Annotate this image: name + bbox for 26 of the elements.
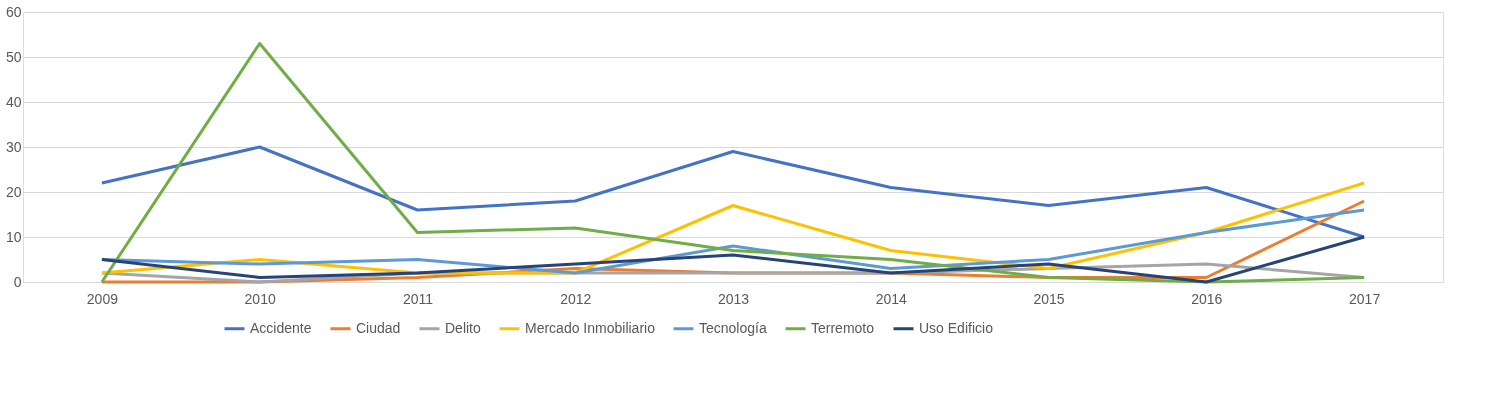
legend-label: Accidente bbox=[250, 319, 312, 336]
y-tick-label: 50 bbox=[5, 48, 22, 65]
x-tick-label: 2017 bbox=[1349, 290, 1381, 307]
y-tick-label: 30 bbox=[5, 138, 22, 155]
x-tick-label: 2013 bbox=[717, 290, 750, 307]
legend-label: Uso Edificio bbox=[919, 319, 994, 336]
x-tick-label: 2010 bbox=[244, 290, 276, 307]
x-tick-label: 2014 bbox=[875, 290, 908, 307]
y-tick-label: 60 bbox=[5, 3, 22, 20]
y-tick-label: 40 bbox=[5, 93, 22, 110]
legend-label: Ciudad bbox=[356, 319, 401, 336]
line-series bbox=[100, 42, 1366, 284]
line-series bbox=[100, 145, 1366, 239]
x-tick-label: 2009 bbox=[86, 290, 119, 307]
x-tick-label: 2016 bbox=[1191, 290, 1223, 307]
x-tick-label: 2011 bbox=[402, 290, 434, 307]
x-tick-label: 2012 bbox=[560, 290, 592, 307]
y-tick-label: 0 bbox=[13, 273, 22, 290]
legend-label: Delito bbox=[445, 319, 482, 336]
legend-label: Mercado Inmobiliario bbox=[525, 319, 656, 336]
legend-label: Tecnología bbox=[699, 319, 767, 336]
y-tick-label: 20 bbox=[5, 183, 22, 200]
x-tick-label: 2015 bbox=[1033, 290, 1065, 307]
legend-label: Terremoto bbox=[811, 319, 875, 336]
line-series bbox=[100, 235, 1366, 284]
y-tick-label: 10 bbox=[5, 228, 22, 245]
